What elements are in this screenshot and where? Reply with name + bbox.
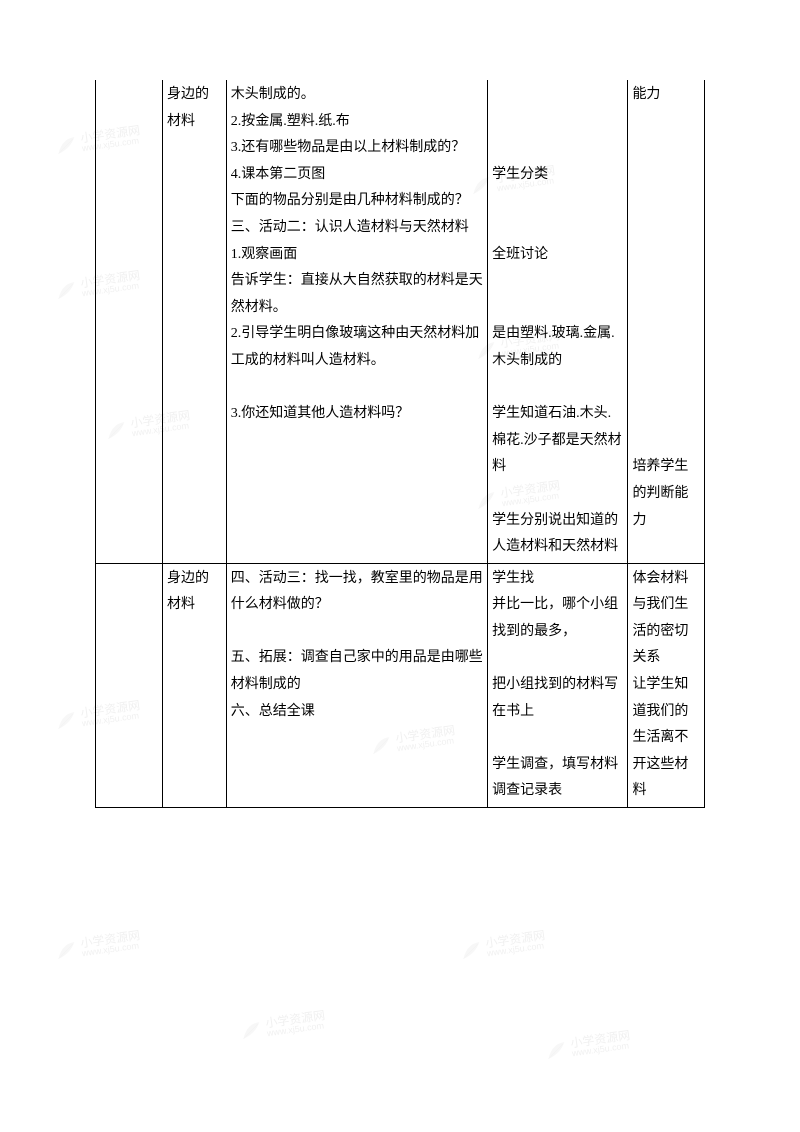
text-line: 三、活动二：认识人造材料与天然材料: [231, 215, 483, 242]
watermark-text-cn: 小学资源网: [570, 1029, 631, 1049]
text-block: 学生分类: [492, 162, 623, 189]
blank-line: [632, 375, 700, 402]
blank-line: [492, 268, 623, 295]
text-line: 1.观察画面: [231, 242, 483, 269]
text-line: 2.按金属.塑料.纸.布: [231, 109, 483, 136]
text-block: 让学生知道我们的生活离不开这些材料: [632, 672, 700, 805]
text-line: 下面的物品分别是由几种材料制成的？: [231, 188, 483, 215]
blank-line: [632, 348, 700, 375]
text-line: 五、拓展：调查自己家中的用品是由哪些材料制成的: [231, 645, 483, 698]
blank-line: [492, 645, 623, 672]
cell-1-2: 身边的材料: [162, 80, 226, 563]
blank-line: [632, 401, 700, 428]
blank-line: [492, 725, 623, 752]
table-row: 身边的材料 四、活动三：找一找，教室里的物品是用什么材料做的？ 五、拓展：调查自…: [96, 563, 705, 807]
text-block: 全班讨论: [492, 242, 623, 269]
cell-2-3: 四、活动三：找一找，教室里的物品是用什么材料做的？ 五、拓展：调查自己家中的用品…: [226, 563, 487, 807]
blank-line: [492, 188, 623, 215]
text-block: 并比一比，哪个小组找到的最多，: [492, 592, 623, 645]
blank-line: [492, 109, 623, 136]
cell-2-1: [96, 563, 163, 807]
text-block: 能力: [632, 82, 700, 109]
watermark: 小学资源网www.xj5u.com: [54, 929, 142, 962]
text-line: 3.你还知道其他人造材料吗？: [231, 401, 483, 428]
cell-1-4: 学生分类 全班讨论 是由塑料.玻璃.金属.木头制成的 学生知道石油.木头.棉花.…: [488, 80, 628, 563]
cell-1-3: 木头制成的。2.按金属.塑料.纸.布3.还有哪些物品是由以上材料制成的？4.课本…: [226, 80, 487, 563]
cell-2-5: 体会材料与我们生活的密切关系让学生知道我们的生活离不开这些材料: [628, 563, 705, 807]
blank-line: [632, 188, 700, 215]
text-block: 学生分别说出知道的人造材料和天然材料: [492, 508, 623, 561]
cell-2-2: 身边的材料: [162, 563, 226, 807]
blank-line: [632, 428, 700, 455]
cell-2-4: 学生找并比一比，哪个小组找到的最多， 把小组找到的材料写在书上 学生调查，填写材…: [488, 563, 628, 807]
text-block: 学生调查，填写材料调查记录表: [492, 752, 623, 805]
text-line: 六、总结全课: [231, 699, 483, 726]
text-block: 把小组找到的材料写在书上: [492, 672, 623, 725]
text-line: 木头制成的。: [231, 82, 483, 109]
blank-line: [632, 295, 700, 322]
text-block: 培养学生的判断能力: [632, 454, 700, 534]
blank-line: [632, 268, 700, 295]
text-line: [231, 619, 483, 646]
text-block: 学生找: [492, 566, 623, 593]
watermark-text-cn: 小学资源网: [80, 929, 141, 949]
text-line: 4.课本第二页图: [231, 162, 483, 189]
watermark: 小学资源网www.xj5u.com: [544, 1029, 632, 1062]
cell-1-5: 能力 培养学生的判断能力: [628, 80, 705, 563]
lesson-plan-table: 身边的材料 木头制成的。2.按金属.塑料.纸.布3.还有哪些物品是由以上材料制成…: [95, 80, 705, 808]
blank-line: [632, 135, 700, 162]
watermark-text-url: www.xj5u.com: [571, 1041, 632, 1058]
text-block: 学生知道石油.木头.棉花.沙子都是天然材料: [492, 401, 623, 481]
watermark: 小学资源网www.xj5u.com: [459, 929, 547, 962]
blank-line: [632, 162, 700, 189]
blank-line: [632, 109, 700, 136]
text-line: 告诉学生：直接从大自然获取的材料是天然材料。: [231, 268, 483, 321]
watermark-text-url: www.xj5u.com: [486, 941, 547, 958]
blank-line: [632, 215, 700, 242]
watermark: 小学资源网www.xj5u.com: [239, 1009, 327, 1042]
blank-line: [492, 215, 623, 242]
text-line: 2.引导学生明白像玻璃这种由天然材料加工成的材料叫人造材料。: [231, 321, 483, 374]
blank-line: [492, 135, 623, 162]
watermark-text-url: www.xj5u.com: [81, 941, 142, 958]
text-block: 体会材料与我们生活的密切关系: [632, 566, 700, 672]
watermark-text-cn: 小学资源网: [265, 1009, 326, 1029]
text-line: 四、活动三：找一找，教室里的物品是用什么材料做的？: [231, 566, 483, 619]
blank-line: [492, 82, 623, 109]
text-line: [231, 375, 483, 402]
text-line: 3.还有哪些物品是由以上材料制成的？: [231, 135, 483, 162]
watermark-text-url: www.xj5u.com: [266, 1021, 327, 1038]
blank-line: [492, 481, 623, 508]
blank-line: [492, 375, 623, 402]
blank-line: [632, 321, 700, 348]
table-row: 身边的材料 木头制成的。2.按金属.塑料.纸.布3.还有哪些物品是由以上材料制成…: [96, 80, 705, 563]
text-block: 是由塑料.玻璃.金属.木头制成的: [492, 321, 623, 374]
blank-line: [632, 242, 700, 269]
watermark-text-cn: 小学资源网: [485, 929, 546, 949]
cell-1-1: [96, 80, 163, 563]
blank-line: [492, 295, 623, 322]
